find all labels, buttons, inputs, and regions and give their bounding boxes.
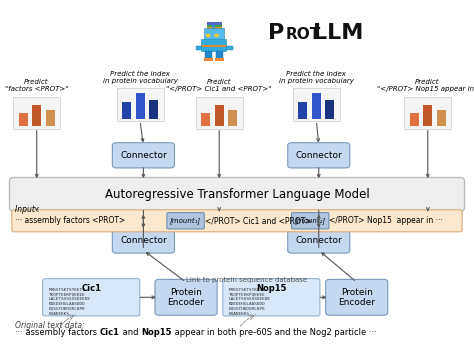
Bar <box>32 105 41 126</box>
Bar <box>207 27 222 29</box>
FancyBboxPatch shape <box>196 97 243 129</box>
Bar <box>228 110 237 126</box>
Bar <box>212 25 215 28</box>
Text: Link to protein sequence database: Link to protein sequence database <box>186 278 307 283</box>
FancyBboxPatch shape <box>292 213 329 229</box>
Text: Nop15: Nop15 <box>256 284 287 293</box>
Bar <box>204 28 224 40</box>
Bar <box>216 51 223 59</box>
Text: Predict the index
in protein vocabulary: Predict the index in protein vocabulary <box>103 71 178 84</box>
Bar <box>205 51 212 59</box>
Text: appear in both pre-60S and the Nog2 particle ···: appear in both pre-60S and the Nog2 part… <box>172 328 376 337</box>
Text: [mount₁]: [mount₁] <box>170 217 201 224</box>
Bar <box>218 31 219 38</box>
Bar <box>207 22 222 24</box>
Text: ··· assembly factors <PROT>: ··· assembly factors <PROT> <box>15 216 126 225</box>
FancyBboxPatch shape <box>404 97 451 129</box>
Bar <box>149 100 158 119</box>
Text: Connector: Connector <box>120 151 167 160</box>
Bar <box>196 46 202 50</box>
Bar <box>325 100 335 119</box>
Text: </PROT> Nop15  appear in ···: </PROT> Nop15 appear in ··· <box>329 216 443 225</box>
Bar <box>46 110 55 126</box>
FancyBboxPatch shape <box>13 97 60 129</box>
Bar <box>122 102 131 119</box>
Text: ··· assembly factors: ··· assembly factors <box>15 328 100 337</box>
Text: and: and <box>120 328 141 337</box>
Text: Cic1: Cic1 <box>81 284 101 293</box>
Bar <box>437 110 446 126</box>
FancyBboxPatch shape <box>112 228 174 253</box>
Text: MVKSTSKTSTKETV
TKQPTEEKPQEKEE
LALETSSSSSSDEEDE
KDEDEHGLAASDDD
EQSGTHKDQRLNPK
KQA: MVKSTSKTSTKETV TKQPTEEKPQEKEE LALETSSSSS… <box>49 288 91 315</box>
Text: [mount₂]: [mount₂] <box>295 217 326 224</box>
Text: Cic1: Cic1 <box>100 328 120 337</box>
Text: Original text data:: Original text data: <box>15 321 85 330</box>
Bar <box>207 24 222 27</box>
FancyBboxPatch shape <box>12 210 462 232</box>
Bar <box>215 105 224 126</box>
Text: Autoregressive Transformer Language Model: Autoregressive Transformer Language Mode… <box>105 188 369 201</box>
Text: Connector: Connector <box>295 236 342 245</box>
Bar <box>410 113 419 126</box>
Bar <box>207 29 222 31</box>
Text: LLM: LLM <box>313 23 363 43</box>
Bar <box>201 39 226 51</box>
FancyBboxPatch shape <box>43 279 140 316</box>
Text: Predict
"factors <PROT>": Predict "factors <PROT>" <box>5 79 68 92</box>
Text: Connector: Connector <box>120 236 167 245</box>
Text: Input :: Input : <box>15 205 40 214</box>
Circle shape <box>214 34 219 37</box>
Circle shape <box>206 34 210 37</box>
Bar <box>423 105 432 126</box>
Bar <box>201 113 210 126</box>
Bar <box>204 58 213 61</box>
FancyBboxPatch shape <box>288 143 350 168</box>
FancyBboxPatch shape <box>112 143 174 168</box>
FancyBboxPatch shape <box>223 279 320 316</box>
Bar <box>312 93 321 119</box>
Bar <box>18 113 27 126</box>
Text: Protein
Encoder: Protein Encoder <box>338 288 375 307</box>
Text: Connector: Connector <box>295 151 342 160</box>
Text: MVKSTSKTSTKETV
TKQPTEEKPQEKEE
LALETSSSSSSDEEDE
KDEDEHGLAASDDD
EQSGTHKDQRLNPK
KQA: MVKSTSKTSTKETV TKQPTEEKPQEKEE LALETSSSSS… <box>229 288 271 315</box>
Text: </PROT> Cic1 and <PROT>: </PROT> Cic1 and <PROT> <box>205 216 311 225</box>
FancyBboxPatch shape <box>326 279 388 315</box>
Text: Predict
"</PROT> Nop15 appear in": Predict "</PROT> Nop15 appear in" <box>377 79 474 92</box>
FancyBboxPatch shape <box>288 228 350 253</box>
FancyBboxPatch shape <box>117 88 164 121</box>
Text: P: P <box>268 23 284 43</box>
FancyBboxPatch shape <box>167 213 204 229</box>
Bar <box>201 45 226 47</box>
FancyBboxPatch shape <box>9 178 465 211</box>
Bar <box>299 102 307 119</box>
Bar <box>226 46 233 50</box>
FancyBboxPatch shape <box>155 279 217 315</box>
FancyBboxPatch shape <box>293 88 340 121</box>
Text: Nop15: Nop15 <box>141 328 172 337</box>
Bar <box>136 93 145 119</box>
Text: Predict the index
in protein vocabulary: Predict the index in protein vocabulary <box>279 71 354 84</box>
Text: Protein
Encoder: Protein Encoder <box>167 288 205 307</box>
Bar <box>215 58 224 61</box>
Text: Predict
"</PROT> Cic1 and <PROT>": Predict "</PROT> Cic1 and <PROT>" <box>166 79 272 92</box>
Text: ROT: ROT <box>286 27 321 42</box>
